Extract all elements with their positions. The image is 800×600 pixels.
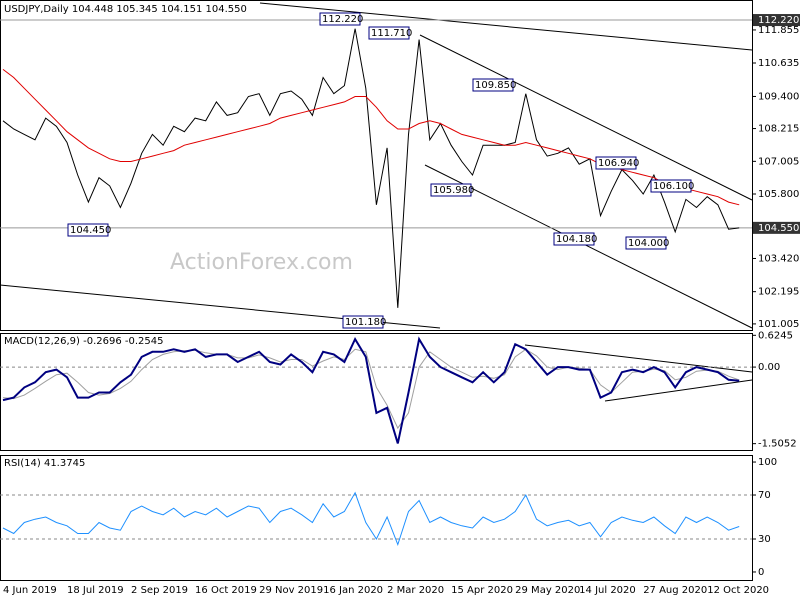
annotation: 104.000 bbox=[628, 238, 669, 249]
price-label: 104.550 bbox=[758, 223, 799, 234]
x-tick-label: 14 Jul 2020 bbox=[579, 585, 636, 596]
annotation-box bbox=[553, 232, 595, 246]
y-tick-label: 109.400 bbox=[758, 91, 799, 102]
price-panel bbox=[0, 0, 753, 331]
price-label: 112.220 bbox=[758, 15, 799, 26]
annotation: 101.180 bbox=[345, 317, 386, 328]
y-tick-label: 110.635 bbox=[758, 58, 799, 69]
y-tick-label: 105.800 bbox=[758, 189, 799, 200]
trendline bbox=[419, 34, 753, 201]
annotation: 104.450 bbox=[70, 225, 111, 236]
y-tick-label: 102.195 bbox=[758, 287, 799, 298]
y-tick-label: 100 bbox=[758, 457, 777, 468]
annotation-box bbox=[650, 179, 692, 193]
x-tick-label: 15 Apr 2020 bbox=[451, 585, 513, 596]
series-line bbox=[2, 28, 740, 308]
y-tick-label: 101.005 bbox=[758, 319, 799, 330]
trendline bbox=[424, 164, 753, 329]
x-tick-label: 18 Jul 2019 bbox=[67, 585, 124, 596]
x-tick-label: 4 Jun 2019 bbox=[3, 585, 57, 596]
y-tick-label: 107.005 bbox=[758, 156, 799, 167]
series-line bbox=[2, 348, 740, 430]
y-tick-label: 111.855 bbox=[758, 25, 799, 36]
annotation-box bbox=[342, 315, 384, 329]
chart-title: USDJPY,Daily 104.448 105.345 104.151 104… bbox=[4, 4, 247, 15]
y-tick-label: 0.00 bbox=[758, 362, 780, 373]
rsi-panel bbox=[0, 455, 753, 581]
annotation: 106.100 bbox=[653, 181, 694, 192]
trendline bbox=[604, 379, 753, 402]
y-tick-label: -1.5052 bbox=[758, 439, 797, 450]
annotation-box bbox=[67, 223, 109, 237]
annotation: 105.980 bbox=[433, 185, 474, 196]
y-tick-label: 108.215 bbox=[758, 124, 799, 135]
annotation-box bbox=[595, 156, 637, 170]
annotation: 112.220 bbox=[322, 14, 363, 25]
y-tick-label: 103.420 bbox=[758, 253, 799, 264]
series-line bbox=[2, 491, 740, 546]
price-label-box bbox=[753, 221, 800, 234]
y-tick-label: 0 bbox=[758, 567, 764, 578]
annotation-box bbox=[472, 78, 514, 92]
frames bbox=[0, 0, 753, 581]
y-tick-label: 30 bbox=[758, 534, 771, 545]
macd-panel bbox=[0, 333, 753, 451]
x-tick-label: 2 Sep 2019 bbox=[131, 585, 188, 596]
y-tick-label: 0.6245 bbox=[758, 330, 793, 341]
price-label-box bbox=[753, 14, 800, 27]
x-tick-label: 16 Jan 2020 bbox=[323, 585, 383, 596]
annotation: 106.940 bbox=[598, 158, 639, 169]
rsi-title: RSI(14) 41.3745 bbox=[4, 458, 85, 469]
watermark: ActionForex.com bbox=[170, 250, 353, 275]
series-line bbox=[2, 336, 740, 444]
annotation-box bbox=[368, 26, 410, 40]
x-tick-label: 16 Oct 2019 bbox=[195, 585, 257, 596]
annotation: 111.710 bbox=[371, 28, 412, 39]
x-tick-label: 29 May 2020 bbox=[515, 585, 580, 596]
x-tick-label: 12 Oct 2020 bbox=[707, 585, 769, 596]
annotation-box bbox=[625, 236, 667, 250]
annotation-box bbox=[430, 183, 472, 197]
y-tick-label: 70 bbox=[758, 490, 771, 501]
annotation: 109.850 bbox=[475, 80, 516, 91]
x-tick-label: 27 Aug 2020 bbox=[643, 585, 707, 596]
x-tick-label: 2 Mar 2020 bbox=[387, 585, 444, 596]
trendline bbox=[259, 2, 753, 51]
macd-title: MACD(12,26,9) -0.2696 -0.2545 bbox=[4, 336, 164, 347]
annotation: 104.180 bbox=[556, 234, 597, 245]
x-tick-label: 29 Nov 2019 bbox=[259, 585, 323, 596]
annotation-box bbox=[319, 12, 361, 26]
